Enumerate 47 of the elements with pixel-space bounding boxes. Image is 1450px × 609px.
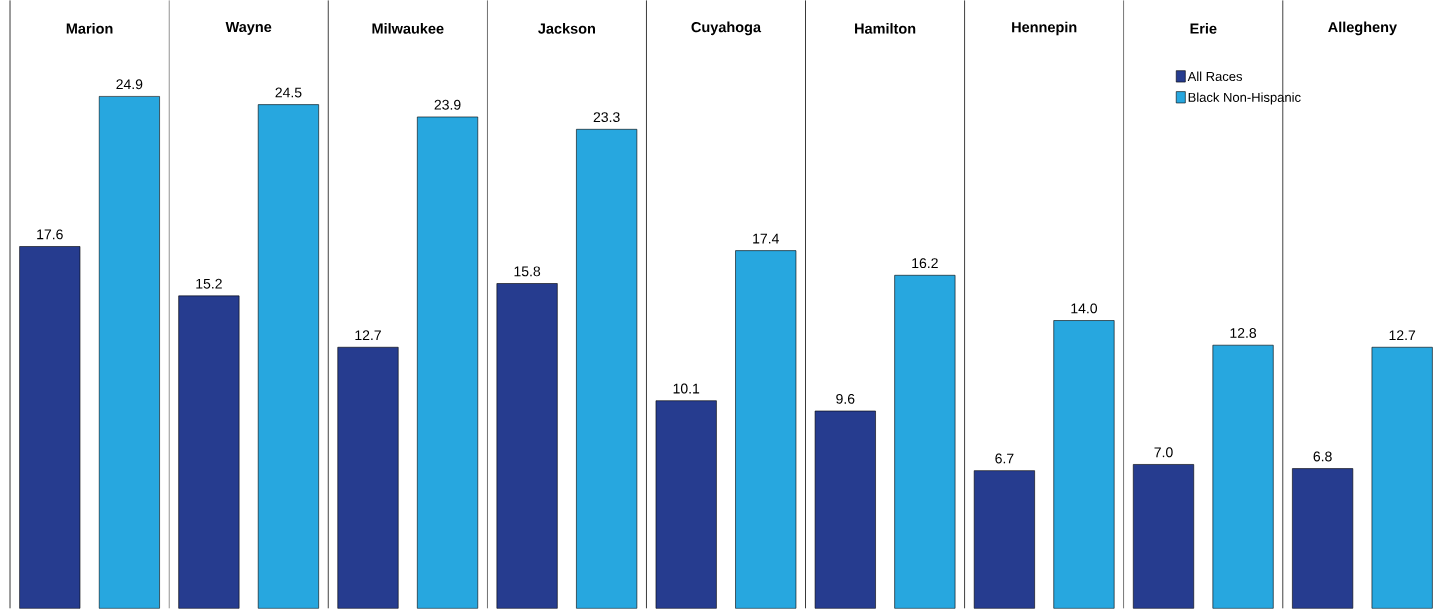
x-tick-label: Cuyahoga	[691, 21, 762, 36]
legend-label: Black Non-Hispanic	[1188, 92, 1301, 105]
bar	[1371, 347, 1433, 609]
legend-label: All Races	[1187, 71, 1243, 82]
bar	[1292, 468, 1354, 609]
data-label: 15.8	[514, 266, 541, 277]
data-label: 12.7	[355, 330, 381, 341]
x-tick-label: Erie	[1190, 23, 1217, 34]
bar	[337, 347, 399, 609]
bar	[98, 96, 160, 609]
data-label: 15.2	[196, 278, 222, 289]
data-label: 17.6	[37, 229, 63, 240]
bar	[1053, 320, 1115, 609]
data-label: 6.8	[1313, 451, 1332, 462]
bar	[814, 410, 876, 609]
bar	[1212, 344, 1274, 609]
data-label: 6.7	[995, 453, 1014, 464]
bar	[655, 400, 717, 609]
x-tick-label: Wayne	[225, 22, 272, 35]
data-label: 23.3	[593, 112, 620, 123]
data-label: 24.9	[116, 79, 143, 90]
bar	[735, 250, 797, 609]
bar	[1132, 464, 1195, 609]
x-tick-label: Allegheny	[1328, 21, 1397, 36]
x-tick-label: Milwaukee	[372, 23, 444, 34]
x-tick-label: Hamilton	[855, 23, 916, 34]
bar	[178, 295, 240, 609]
x-tick-label: Marion	[66, 23, 113, 34]
data-label: 9.6	[836, 393, 855, 404]
bar	[973, 470, 1035, 609]
data-label: 7.0	[1154, 447, 1173, 458]
x-tick-label: Jackson	[538, 23, 595, 34]
bar	[257, 104, 319, 609]
data-label: 23.9	[434, 99, 461, 110]
data-label: 14.0	[1071, 303, 1098, 314]
bar	[894, 275, 956, 609]
data-label: 16.2	[912, 258, 938, 269]
data-label: 12.7	[1389, 330, 1416, 341]
data-label: 12.8	[1230, 328, 1257, 339]
bar	[417, 116, 479, 609]
bar	[496, 283, 558, 609]
data-label: 24.5	[275, 87, 302, 98]
x-tick-label: Hennepin	[1012, 21, 1077, 36]
data-label: 10.1	[673, 383, 700, 394]
bar	[19, 246, 81, 609]
bar	[576, 129, 638, 609]
data-label: 17.4	[753, 233, 779, 244]
